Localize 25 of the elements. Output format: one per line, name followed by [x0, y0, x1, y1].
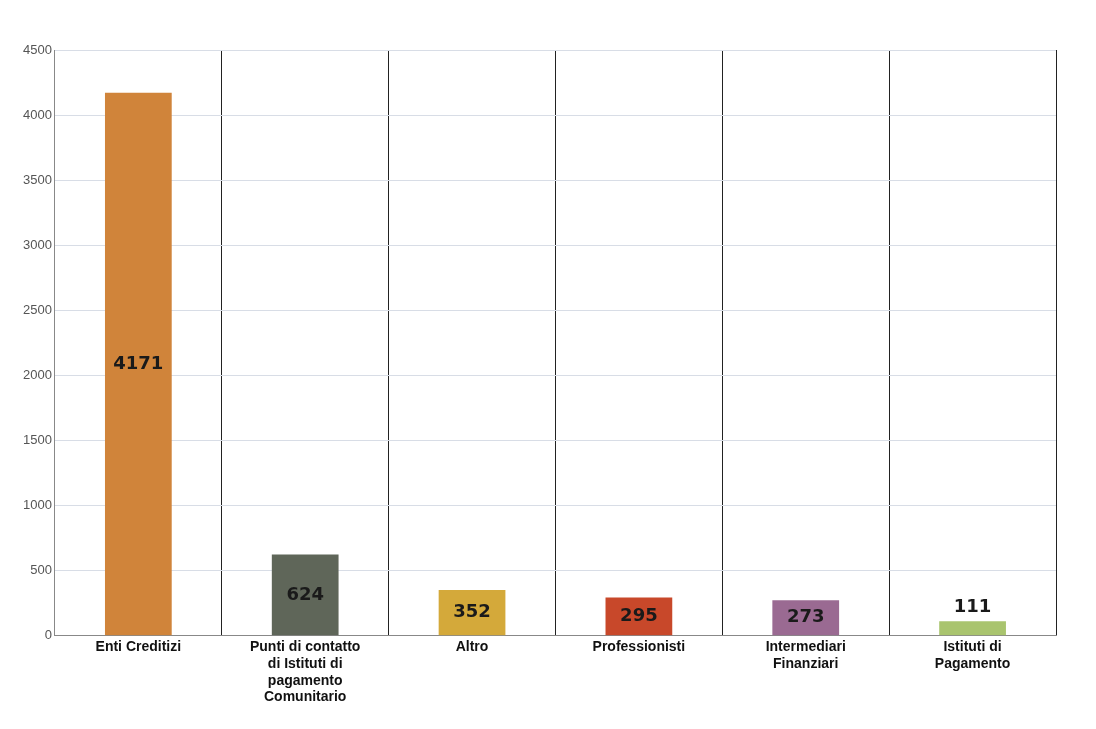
data-label: 624 — [286, 582, 324, 604]
y-tick-label: 2500 — [23, 301, 52, 317]
y-tick-label: 4000 — [23, 106, 52, 122]
y-tick-label: 1500 — [23, 432, 52, 448]
y-tick-label: 4500 — [23, 41, 52, 57]
y-tick-label: 0 — [44, 627, 52, 643]
data-label: 111 — [953, 595, 992, 617]
data-label: 4171 — [113, 351, 164, 373]
data-label: 295 — [620, 604, 658, 626]
y-tick-label: 3500 — [23, 171, 52, 187]
y-tick-label: 500 — [30, 562, 52, 578]
x-tick-label: Istituti di Pagamento — [934, 638, 1011, 671]
bar — [939, 621, 1006, 636]
data-label: 352 — [453, 600, 491, 622]
y-tick-label: 3000 — [23, 236, 52, 252]
x-tick-label: Intermediari Finanziari — [765, 638, 846, 671]
y-tick-label: 1000 — [23, 497, 52, 513]
x-tick-label: Altro — [455, 638, 489, 655]
x-tick-label: Punti di contatto di Istituti di pagamento Comunitario — [249, 638, 361, 705]
bar — [271, 554, 339, 636]
bar — [104, 92, 172, 636]
x-tick-label: Professionisti — [592, 638, 686, 655]
x-tick-label: Enti Creditizi — [95, 638, 182, 655]
y-tick-label: 2000 — [23, 367, 52, 383]
data-label: 273 — [786, 605, 825, 627]
